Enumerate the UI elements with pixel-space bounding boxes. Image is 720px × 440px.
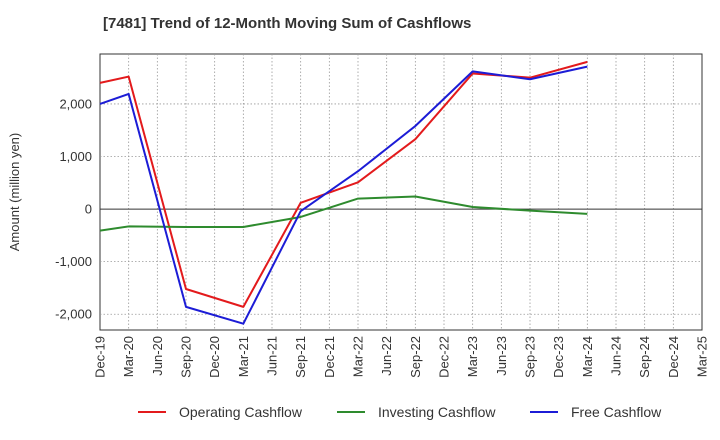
x-tick-label: Mar-22	[351, 336, 366, 377]
x-tick-label: Dec-22	[437, 336, 452, 378]
x-tick-label: Jun-23	[494, 336, 509, 376]
x-tick-label: Dec-24	[666, 336, 681, 378]
legend-swatch-operating	[138, 411, 166, 413]
x-tick-label: Jun-21	[265, 336, 280, 376]
x-tick-label: Mar-24	[580, 336, 595, 377]
x-tick-label: Sep-20	[179, 336, 194, 378]
legend-label-operating: Operating Cashflow	[179, 404, 302, 420]
legend: Operating Cashflow Investing Cashflow Fr…	[0, 404, 720, 426]
x-tick-label: Sep-23	[523, 336, 538, 378]
legend-swatch-investing	[337, 411, 365, 413]
legend-item-operating: Operating Cashflow	[138, 404, 302, 420]
x-tick-label: Mar-20	[121, 336, 136, 377]
plot-area	[99, 53, 703, 331]
grid-lines	[100, 54, 702, 330]
x-tick-label: Sep-22	[408, 336, 423, 378]
x-tick-label: Mar-21	[236, 336, 251, 377]
y-tick-label: -2,000	[55, 307, 92, 322]
legend-item-free: Free Cashflow	[530, 404, 661, 420]
legend-item-investing: Investing Cashflow	[337, 404, 496, 420]
x-tick-label: Dec-21	[322, 336, 337, 378]
series-line-2	[99, 65, 588, 325]
x-tick-labels: Dec-19 Mar-20 Jun-20 Sep-20 Dec-20 Mar-21 Jun-…	[93, 336, 710, 378]
x-tick-label: Jun-22	[379, 336, 394, 376]
series-lines	[99, 60, 588, 325]
x-tick-label: Sep-24	[637, 336, 652, 378]
y-axis-label: Amount (million yen)	[7, 133, 22, 252]
y-tick-labels: -2,000 -1,000 0 1,000 2,000	[55, 96, 92, 321]
x-tick-label: Dec-23	[551, 336, 566, 378]
chart-title: [7481] Trend of 12-Month Moving Sum of C…	[103, 15, 472, 32]
y-tick-label: 0	[85, 202, 92, 217]
legend-swatch-free	[530, 411, 558, 413]
legend-label-free: Free Cashflow	[571, 404, 662, 420]
series-line-1	[99, 195, 588, 232]
y-tick-label: 1,000	[59, 149, 92, 164]
x-tick-label: Dec-19	[93, 336, 108, 378]
x-tick-label: Sep-21	[293, 336, 308, 378]
x-tick-label: Jun-20	[150, 336, 165, 376]
legend-label-investing: Investing Cashflow	[378, 404, 496, 420]
x-tick-label: Mar-23	[465, 336, 480, 377]
x-tick-label: Dec-20	[207, 336, 222, 378]
y-tick-label: 2,000	[59, 96, 92, 111]
x-tick-label: Jun-24	[609, 336, 624, 376]
y-tick-label: -1,000	[55, 254, 92, 269]
x-tick-label: Mar-25	[695, 336, 710, 377]
